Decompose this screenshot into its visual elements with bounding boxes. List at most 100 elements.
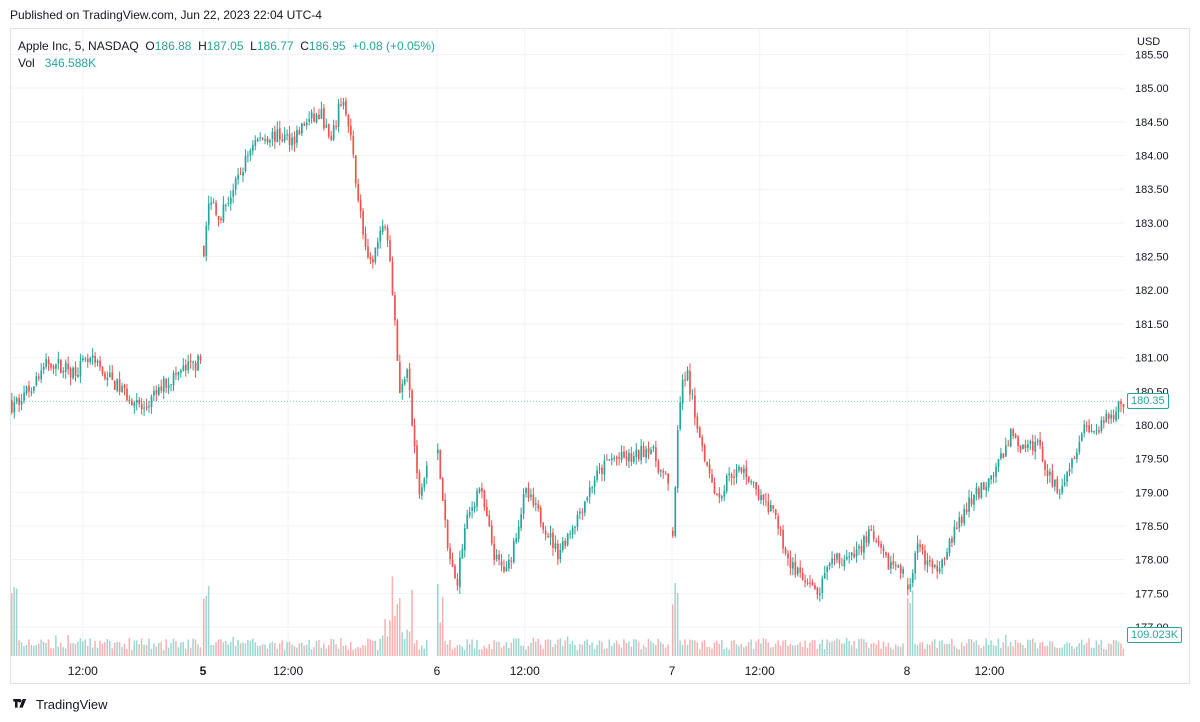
candle-body [684, 379, 686, 381]
volume-bar [194, 639, 197, 656]
candle-body [620, 451, 623, 460]
candle-body [291, 137, 293, 146]
candle-body [907, 584, 909, 590]
volume-bar [586, 639, 588, 656]
candle-body [128, 399, 131, 401]
volume-bar [47, 639, 50, 656]
candle-body [23, 392, 25, 401]
volume-bar [860, 638, 863, 656]
volume-bar [40, 639, 42, 656]
candle-body [281, 139, 284, 141]
volume-bar [637, 641, 640, 656]
volume-bar [1034, 642, 1036, 656]
volume-bar [708, 646, 711, 656]
volume-bar [449, 639, 451, 656]
published-caption: Published on TradingView.com, Jun 22, 20… [10, 8, 322, 22]
candle-body [313, 113, 315, 122]
volume-bar [992, 645, 995, 656]
volume-bar [892, 649, 894, 656]
candle-body [500, 561, 503, 566]
volume-bar [779, 645, 782, 656]
candle-body [615, 456, 618, 459]
candle-body [664, 473, 667, 475]
volume-bar [505, 641, 508, 656]
volume-bar [1056, 647, 1058, 656]
candle-body [11, 400, 13, 413]
candle-body [872, 531, 875, 540]
candle-body [679, 402, 682, 429]
candle-body [897, 565, 900, 568]
currency-label[interactable]: USD [1137, 36, 1161, 48]
candle-body [99, 360, 101, 368]
candle-body [386, 227, 389, 241]
volume-bar [921, 642, 924, 656]
candle-body [1083, 424, 1086, 434]
candle-body [62, 371, 65, 373]
candle-body [689, 371, 691, 395]
candle-body [1051, 471, 1054, 487]
candle-body [870, 529, 873, 531]
low-label: L [250, 39, 257, 53]
candle-body [806, 582, 809, 584]
volume-bar [987, 644, 990, 656]
volume-bar [691, 640, 694, 656]
volume-bar [787, 645, 789, 656]
candle-body [451, 559, 454, 567]
volume-bar [958, 649, 960, 656]
volume-bar [133, 640, 135, 656]
candle-body [703, 445, 706, 461]
candle-body [725, 475, 728, 492]
volume-bar [956, 648, 958, 656]
candle-body [131, 400, 133, 406]
candle-body [902, 568, 904, 574]
volume-bar [868, 648, 870, 656]
volume-bar [232, 636, 234, 656]
volume-bar [416, 640, 418, 656]
volume-bar [229, 641, 232, 656]
candle-body [610, 458, 613, 461]
candle-body [473, 505, 476, 509]
candle-body [449, 547, 451, 560]
volume-bar [205, 595, 207, 656]
volume-bar [25, 644, 28, 656]
volume-bar [1039, 642, 1041, 656]
candle-body [1036, 440, 1039, 443]
candle-body [1005, 445, 1007, 457]
volume-bar [172, 638, 175, 656]
candle-body [222, 204, 225, 222]
volume-bar [500, 647, 503, 656]
candle-body [247, 155, 249, 157]
candle-body [439, 449, 442, 479]
volume-bar [225, 640, 227, 656]
volume-bar [354, 648, 357, 656]
volume-bar [57, 646, 60, 656]
volume-bar [853, 641, 855, 656]
time-tick-label: 8 [904, 664, 911, 678]
volume-bar [672, 604, 674, 656]
volume-bar [814, 640, 816, 656]
volume-bar [374, 640, 376, 656]
volume-bar [456, 645, 459, 656]
candle-body [293, 136, 296, 144]
candle-body [899, 565, 902, 574]
volume-bar [72, 643, 74, 656]
volume-bar [681, 644, 684, 656]
candle-body [970, 498, 973, 505]
volume-bar [591, 642, 593, 656]
volume-bar [342, 645, 345, 656]
candle-body [303, 123, 306, 126]
candle-body [135, 399, 138, 403]
candle-body [1002, 453, 1005, 458]
candle-body [162, 378, 165, 392]
candle-body [145, 406, 148, 408]
candle-body [860, 545, 863, 552]
candle-body [814, 585, 816, 589]
candle-body [446, 519, 449, 548]
volume-bar [1115, 640, 1117, 656]
candle-body [855, 549, 858, 557]
candle-body [845, 556, 848, 560]
candle-body [259, 137, 262, 139]
volume-bar [603, 649, 606, 656]
tradingview-brand[interactable]: TradingView [12, 697, 108, 712]
